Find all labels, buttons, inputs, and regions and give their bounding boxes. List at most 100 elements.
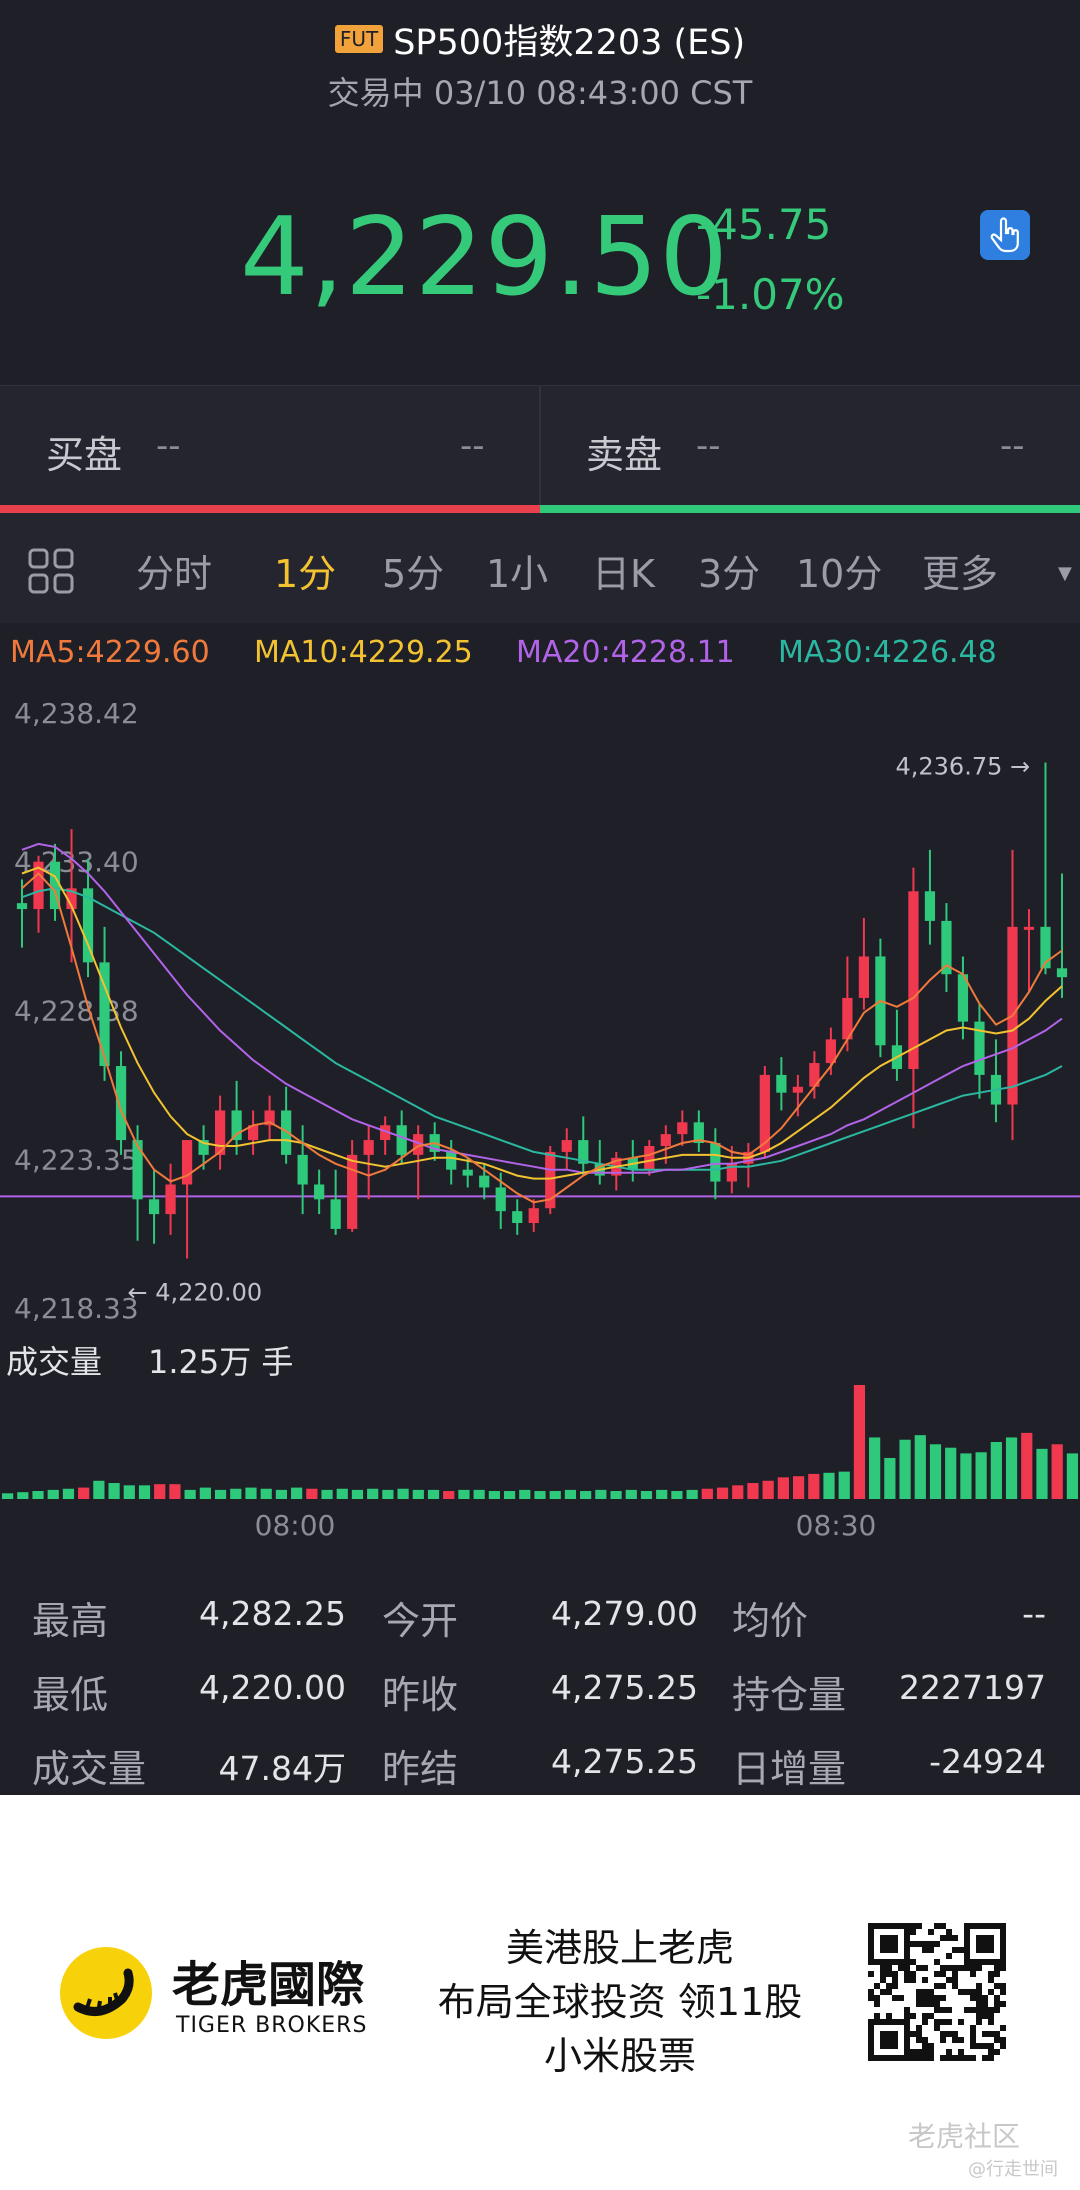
qr-module — [898, 1965, 904, 1971]
volume-bar — [610, 1491, 622, 1499]
candle-body — [842, 997, 853, 1040]
candle-body — [495, 1187, 506, 1212]
qr-module — [952, 1971, 958, 1977]
qr-module — [892, 1977, 898, 1983]
volume-bar — [519, 1489, 531, 1499]
ask-strength-bar — [540, 505, 1080, 513]
tab-more[interactable]: 更多 — [922, 552, 999, 596]
qr-module — [946, 1929, 952, 1935]
tab-3min[interactable]: 3分 — [698, 552, 761, 596]
qr-module — [958, 2019, 964, 2025]
qr-module — [1000, 2043, 1006, 2049]
candle-body — [528, 1208, 539, 1223]
candle-body — [825, 1039, 837, 1064]
qr-module — [928, 2049, 934, 2055]
qr-module — [934, 1923, 940, 1929]
x-axis-label: 08:00 — [255, 1509, 336, 1542]
qr-module — [934, 2019, 940, 2025]
ma30-label: MA30:4226.48 — [778, 635, 997, 670]
stats-panel: 最高 4,282.25 今开 4,279.00 均价 -- 最低 4,220.00 昨收 4,27… — [0, 1570, 1080, 1795]
qr-module — [994, 2007, 1000, 2013]
candle-body — [858, 956, 870, 998]
price-change-pct: -1.07% — [696, 270, 845, 319]
tab-daily[interactable]: 日K — [592, 552, 655, 596]
volume-bar — [47, 1489, 59, 1499]
trade-hand-icon[interactable] — [980, 210, 1030, 260]
tab-timeshare[interactable]: 分时 — [136, 552, 213, 596]
volume-bar — [397, 1488, 409, 1499]
candle-body — [1023, 926, 1035, 930]
ma5-label: MA5:4229.60 — [10, 635, 210, 670]
candle-body — [181, 1140, 193, 1185]
qr-module — [910, 1971, 916, 1977]
qr-module — [952, 1947, 958, 1953]
ask-price: -- — [696, 426, 721, 466]
tab-10min[interactable]: 10分 — [796, 552, 883, 596]
qr-module — [868, 1989, 874, 1995]
tab-1min[interactable]: 1分 — [274, 552, 337, 596]
promo-banner[interactable]: 老虎國際 TIGER BROKERS 美港股上老虎 布局全球投资 领11股 小米… — [0, 1795, 1080, 2190]
hand-pointer-icon — [990, 217, 1019, 253]
qr-module — [910, 1977, 916, 1983]
candle-body — [759, 1074, 770, 1152]
qr-module — [946, 1935, 952, 1941]
qr-module — [880, 1971, 886, 1977]
qr-module — [946, 2055, 952, 2061]
volume-bar — [382, 1489, 394, 1499]
qr-module — [934, 1971, 940, 1977]
candle-body — [578, 1140, 589, 1164]
chevron-down-icon[interactable]: ▼ — [1058, 563, 1072, 584]
qr-module — [934, 1983, 940, 1989]
instrument-title[interactable]: SP500指数2203 (ES) — [393, 22, 746, 63]
qr-module — [928, 2055, 934, 2061]
volume-bar — [808, 1473, 820, 1499]
ask-size: -- — [1000, 426, 1025, 466]
candle-body — [396, 1125, 407, 1155]
qr-module — [886, 1971, 892, 1977]
tab-1hour[interactable]: 1小 — [486, 552, 549, 596]
volume-bar — [108, 1483, 120, 1499]
stat-value: -- — [1022, 1594, 1046, 1633]
candle-body — [1056, 968, 1068, 978]
candle-body — [33, 861, 44, 910]
candle-body — [561, 1140, 572, 1152]
tab-5min[interactable]: 5分 — [382, 552, 445, 596]
bid-ask-panel: 买盘 -- -- 卖盘 -- -- — [0, 385, 1080, 511]
qr-module — [922, 1947, 928, 1953]
volume-bar — [945, 1447, 957, 1499]
volume-bar — [716, 1487, 729, 1499]
qr-module — [994, 1965, 1000, 1971]
qr-module — [988, 2007, 994, 2013]
qr-module — [934, 1995, 940, 2001]
qr-module — [1000, 1989, 1006, 1995]
qr-module — [958, 2055, 964, 2061]
stat-value: 47.84万 — [218, 1749, 346, 1788]
volume-bar — [458, 1489, 470, 1499]
qr-module — [928, 1929, 934, 1935]
candle-body — [512, 1211, 523, 1223]
qr-module — [958, 1965, 964, 1971]
qr-module — [880, 2031, 898, 2049]
qr-module — [934, 2007, 940, 2013]
qr-module — [928, 1941, 934, 1947]
grid-layout-icon[interactable] — [28, 548, 74, 594]
qr-module — [940, 1935, 946, 1941]
qr-code-icon[interactable] — [868, 1923, 1006, 2061]
qr-module — [940, 1923, 946, 1929]
qr-module — [904, 1971, 910, 1977]
qr-module — [916, 2037, 922, 2043]
ma5-line — [21, 872, 1063, 1204]
volume-bar — [17, 1492, 29, 1499]
qr-module — [946, 1977, 952, 1983]
volume-bar — [549, 1491, 561, 1499]
kline-chart[interactable]: 4,238.424,233.404,228.384,223.354,218.33… — [0, 683, 1080, 1570]
qr-module — [988, 1977, 994, 1983]
qr-module — [886, 1983, 892, 1989]
qr-module — [934, 1941, 940, 1947]
qr-module — [952, 1983, 958, 1989]
qr-module — [952, 2031, 958, 2037]
tiger-stripes-icon — [73, 1968, 134, 2016]
qr-module — [970, 2037, 976, 2043]
qr-module — [982, 2001, 988, 2007]
volume-bar — [199, 1487, 211, 1499]
